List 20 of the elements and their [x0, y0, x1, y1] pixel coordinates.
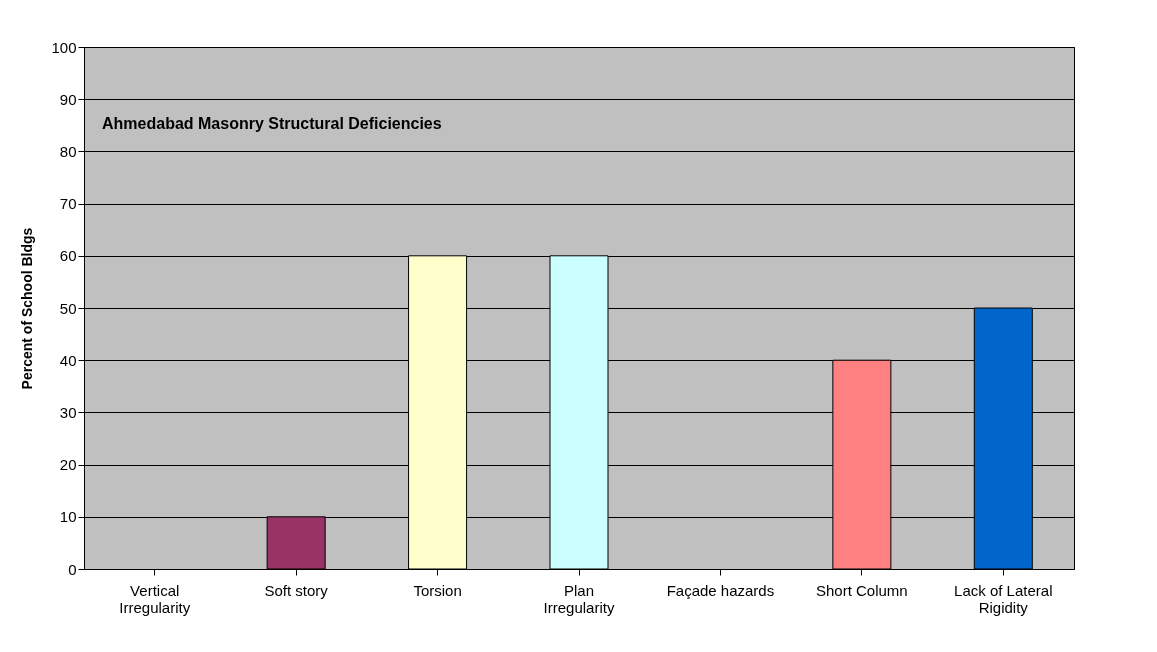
y-tick-label: 70 [59, 195, 77, 213]
y-tick-label: 0 [68, 560, 77, 578]
x-tick-label: Vertical Irregularity [119, 581, 191, 616]
x-tick-label: Lack of Lateral Rigidity [954, 581, 1053, 616]
y-tick-label: 10 [59, 508, 77, 526]
x-tick-label: Short Column [816, 581, 908, 599]
y-tick-label: 40 [59, 351, 77, 369]
y-tick-label: 50 [59, 299, 77, 317]
y-tick-label: 60 [59, 247, 77, 265]
text: Ahmedabad Masonry Structural Deficiencies [102, 115, 442, 132]
x-tick-label: Plan Irregularity [543, 581, 615, 616]
y-tick-label: 100 [51, 38, 77, 56]
x-tick-label: Façade hazards [666, 581, 775, 599]
y-tick-label: 20 [59, 456, 77, 474]
x-tick-label: Torsion [413, 581, 462, 599]
y-tick-label: 30 [59, 403, 77, 421]
y-tick-label: 80 [59, 142, 77, 160]
y-tick-label: 90 [59, 90, 77, 108]
x-tick-label: Soft story [264, 581, 329, 599]
y-axis-title: Percent of School Bldgs [19, 227, 36, 390]
